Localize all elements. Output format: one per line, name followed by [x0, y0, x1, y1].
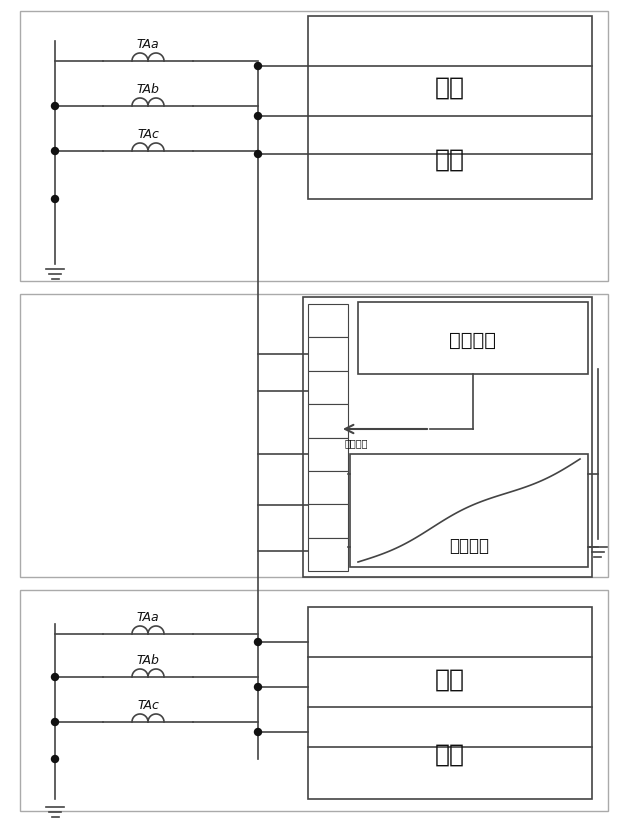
Text: 压敏电阻: 压敏电阻 [449, 537, 489, 554]
Circle shape [255, 64, 261, 70]
Bar [20, 590, 608, 811]
Circle shape [52, 104, 59, 110]
Text: 智能选择: 智能选择 [345, 437, 369, 447]
Bar [308, 17, 592, 200]
Text: TAc: TAc [137, 698, 159, 711]
Circle shape [52, 148, 59, 156]
Circle shape [255, 638, 261, 646]
Bar [20, 295, 608, 577]
Bar [308, 538, 348, 571]
Text: 单元: 单元 [435, 148, 465, 171]
Circle shape [52, 756, 59, 763]
Circle shape [52, 196, 59, 203]
Text: TAb: TAb [137, 653, 160, 667]
Bar [308, 371, 348, 405]
Bar [308, 405, 348, 438]
Bar [358, 303, 588, 374]
Bar [303, 297, 592, 577]
Bar [350, 455, 588, 567]
Bar [308, 438, 348, 471]
Bar [308, 607, 592, 799]
Text: 智能监控: 智能监控 [449, 330, 497, 349]
Text: TAa: TAa [137, 38, 159, 51]
Bar [308, 305, 348, 338]
Circle shape [52, 674, 59, 681]
Bar [20, 12, 608, 282]
Text: 保护: 保护 [435, 667, 465, 691]
Circle shape [255, 152, 261, 158]
Bar [308, 504, 348, 538]
Bar [308, 338, 348, 371]
Circle shape [255, 684, 261, 691]
Circle shape [52, 719, 59, 725]
Text: TAc: TAc [137, 128, 159, 141]
Text: TAb: TAb [137, 83, 160, 96]
Circle shape [255, 729, 261, 735]
Bar [308, 471, 348, 504]
Text: 测量: 测量 [435, 76, 465, 100]
Text: 单元: 单元 [435, 742, 465, 766]
Circle shape [255, 113, 261, 120]
Text: TAa: TAa [137, 610, 159, 623]
